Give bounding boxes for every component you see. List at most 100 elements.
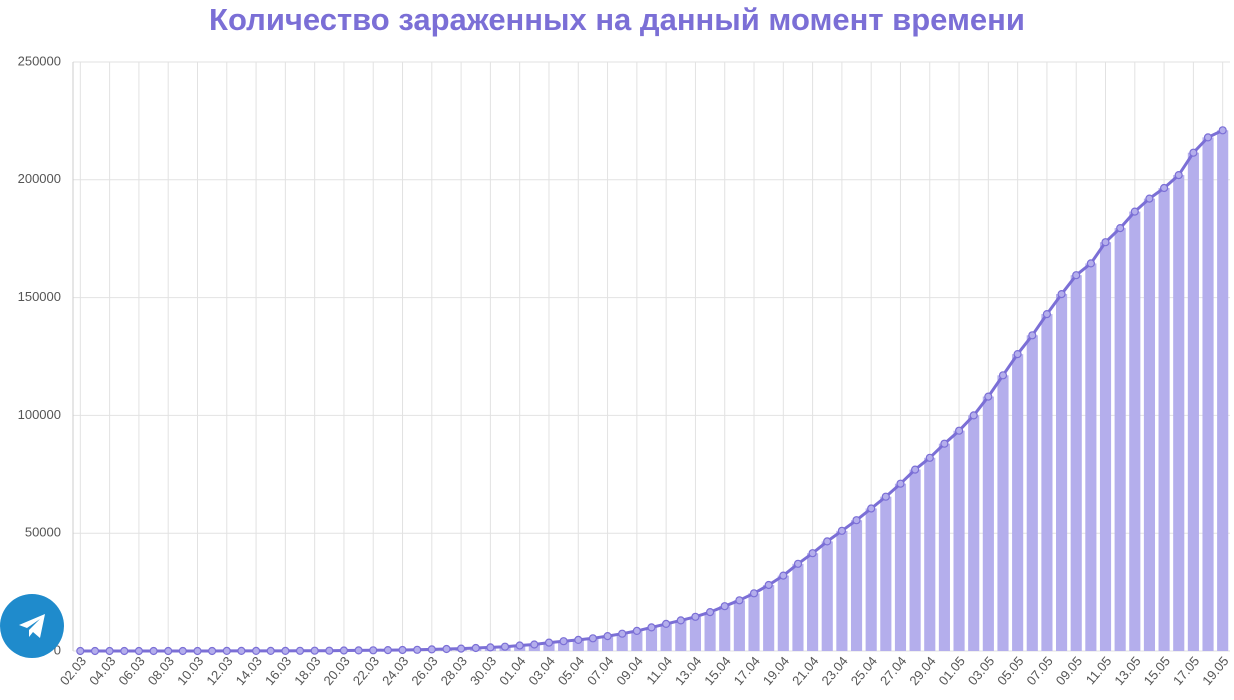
bar [763, 585, 775, 651]
bar [631, 630, 643, 651]
x-tick-label: 25.04 [848, 653, 880, 688]
x-tick-label: 17.04 [731, 653, 763, 688]
x-tick-label: 15.05 [1141, 653, 1173, 688]
point [998, 371, 1008, 380]
bar [719, 606, 731, 651]
point [90, 646, 100, 656]
bar [572, 639, 584, 651]
point [427, 645, 436, 654]
x-tick-label: 24.03 [379, 653, 411, 688]
point [1130, 207, 1139, 216]
x-tick-label: 13.04 [672, 653, 704, 688]
telegram-circle[interactable] [0, 594, 64, 658]
point [896, 479, 905, 488]
point [954, 426, 964, 435]
point [164, 646, 173, 656]
x-tick-label: 20.03 [320, 653, 352, 688]
point [325, 646, 334, 655]
bar [1026, 335, 1038, 651]
y-tick-label: 200000 [18, 171, 61, 186]
point [808, 549, 817, 558]
bar [982, 396, 994, 651]
point [1145, 194, 1154, 203]
y-tick-label: 150000 [18, 289, 61, 304]
bar [1070, 275, 1082, 651]
point [500, 642, 510, 651]
bar [689, 616, 702, 651]
bar [1187, 152, 1199, 651]
point [383, 645, 392, 655]
point [120, 646, 129, 656]
point [764, 580, 773, 590]
bar [968, 415, 980, 651]
x-tick-label: 21.04 [789, 653, 821, 688]
telegram-icon[interactable] [19, 614, 45, 638]
point [588, 634, 598, 643]
bar [601, 636, 614, 651]
point [1028, 331, 1037, 340]
point [237, 646, 246, 656]
bar [675, 620, 687, 651]
telegram-button[interactable] [0, 594, 64, 658]
x-tick-label: 02.03 [57, 653, 89, 688]
x-tick-label: 07.05 [1023, 653, 1055, 688]
bar [1143, 198, 1156, 651]
bar [1056, 294, 1068, 651]
point [413, 645, 422, 654]
point [661, 619, 671, 629]
point [310, 646, 319, 655]
x-tick-label: 12.03 [203, 653, 235, 688]
x-tick-label: 15.04 [701, 653, 733, 688]
point [281, 646, 290, 656]
point [76, 646, 85, 656]
bar [909, 469, 921, 651]
point [178, 646, 187, 656]
point [457, 644, 466, 653]
point [1042, 310, 1052, 319]
bar [1114, 228, 1126, 651]
bar [558, 641, 570, 651]
x-tick-label: 28.03 [438, 653, 470, 688]
y-tick-label: 50000 [25, 525, 61, 540]
bar [1041, 314, 1053, 651]
point [1189, 148, 1198, 157]
x-tick-label: 03.05 [965, 653, 997, 688]
x-tick-label: 07.04 [584, 653, 616, 688]
x-tick-label: 04.03 [86, 653, 118, 688]
point [647, 623, 656, 632]
x-tick-label: 09.04 [613, 653, 645, 688]
point [867, 504, 876, 513]
point [1159, 183, 1169, 193]
bar [1099, 242, 1112, 651]
bar [616, 633, 628, 651]
x-tick-label: 16.03 [262, 653, 294, 688]
bar [807, 553, 819, 651]
point [705, 607, 715, 617]
point [530, 640, 539, 649]
x-tick-label: 01.04 [496, 653, 528, 688]
bar [865, 508, 877, 651]
point [208, 646, 217, 656]
point [1086, 259, 1096, 268]
x-tick-label: 30.03 [467, 653, 499, 688]
x-tick-label: 05.04 [555, 653, 587, 688]
point [720, 602, 729, 611]
x-tick-label: 11.05 [1083, 653, 1115, 687]
bar [1202, 137, 1214, 652]
x-tick-label: 19.05 [1199, 653, 1231, 688]
bar [1129, 211, 1141, 651]
point [486, 643, 495, 652]
bar [938, 443, 950, 651]
bar [953, 430, 965, 651]
point [398, 645, 407, 655]
point [266, 646, 275, 656]
point [852, 516, 861, 525]
point [1174, 171, 1183, 180]
bar [894, 483, 907, 651]
point [354, 646, 363, 655]
bar [748, 593, 760, 651]
bar [704, 612, 716, 651]
point [559, 637, 568, 646]
point [603, 631, 612, 641]
